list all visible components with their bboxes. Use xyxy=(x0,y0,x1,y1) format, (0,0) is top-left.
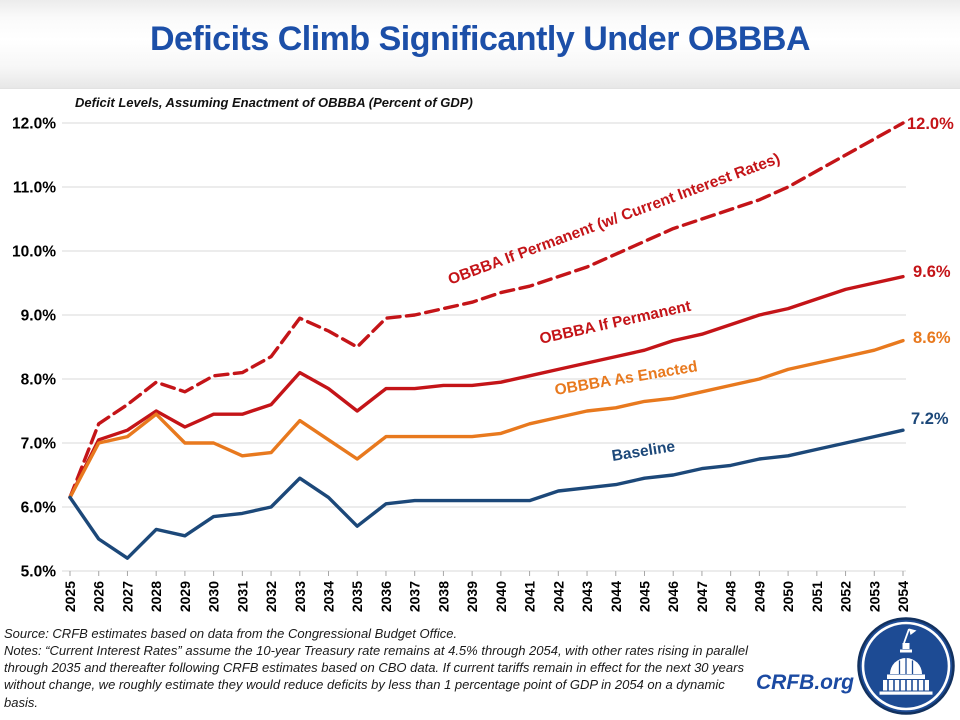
end-label-enacted: 8.6% xyxy=(913,329,951,347)
y-axis-label: 12.0% xyxy=(12,116,56,133)
x-axis-label: 2033 xyxy=(292,581,308,612)
x-axis-label: 2040 xyxy=(493,581,509,612)
x-axis-label: 2027 xyxy=(119,581,135,612)
title-band xyxy=(0,0,960,89)
logo-inner-ring xyxy=(861,621,951,711)
x-axis-label: 2026 xyxy=(91,581,107,612)
x-axis-label: 2048 xyxy=(723,581,739,612)
footnotes: Source: CRFB estimates based on data fro… xyxy=(4,625,752,711)
x-axis-label: 2050 xyxy=(780,581,796,612)
y-axis-label: 7.0% xyxy=(21,436,57,453)
x-axis-label: 2045 xyxy=(636,581,652,612)
x-axis-label: 2034 xyxy=(321,581,337,612)
end-label-baseline: 7.2% xyxy=(911,410,949,428)
methodology-note: Notes: “Current Interest Rates” assume t… xyxy=(4,643,748,710)
x-axis-label: 2053 xyxy=(866,581,882,612)
x-axis-label: 2030 xyxy=(206,581,222,612)
x-axis-label: 2037 xyxy=(407,581,423,612)
source-note: Source: CRFB estimates based on data fro… xyxy=(4,626,458,641)
y-axis-label: 8.0% xyxy=(21,372,57,389)
x-axis-label: 2051 xyxy=(809,581,825,612)
chart-subtitle: Deficit Levels, Assuming Enactment of OB… xyxy=(75,95,473,110)
x-axis-label: 2041 xyxy=(522,581,538,612)
x-axis-label: 2029 xyxy=(177,581,193,612)
x-axis-label: 2031 xyxy=(234,581,250,612)
x-axis-label: 2049 xyxy=(751,581,767,612)
y-axis-label: 11.0% xyxy=(13,180,56,197)
x-axis-label: 2046 xyxy=(665,581,681,612)
y-axis-label: 6.0% xyxy=(21,500,57,517)
x-axis-label: 2044 xyxy=(608,581,624,612)
capitol-dome-icon xyxy=(879,628,933,695)
end-label-current-rates: 12.0% xyxy=(907,115,954,133)
crfb-logo xyxy=(857,617,955,715)
series-line-enacted xyxy=(68,338,905,500)
y-axis-label: 10.0% xyxy=(12,244,56,261)
x-axis-label: 2025 xyxy=(62,581,78,612)
x-axis-label: 2038 xyxy=(435,581,451,612)
series-line-baseline xyxy=(68,428,905,560)
crfb-org-label: CRFB.org xyxy=(756,671,854,694)
x-axis-label: 2054 xyxy=(895,581,911,612)
x-axis-label: 2052 xyxy=(838,581,854,612)
page-title: Deficits Climb Significantly Under OBBBA xyxy=(149,20,811,58)
series-line-permanent xyxy=(68,274,905,500)
x-axis-label: 2032 xyxy=(263,581,279,612)
x-axis-label: 2036 xyxy=(378,581,394,612)
x-axis-label: 2035 xyxy=(349,581,365,612)
x-axis-label: 2043 xyxy=(579,581,595,612)
x-axis-label: 2047 xyxy=(694,581,710,612)
y-axis-label: 5.0% xyxy=(21,564,57,581)
series-line-current-rates xyxy=(68,121,905,500)
end-label-permanent: 9.6% xyxy=(913,263,951,281)
x-axis-label: 2039 xyxy=(464,581,480,612)
x-axis-label: 2042 xyxy=(550,581,566,612)
y-axis-label: 9.0% xyxy=(21,308,57,325)
x-axis-label: 2028 xyxy=(148,581,164,612)
